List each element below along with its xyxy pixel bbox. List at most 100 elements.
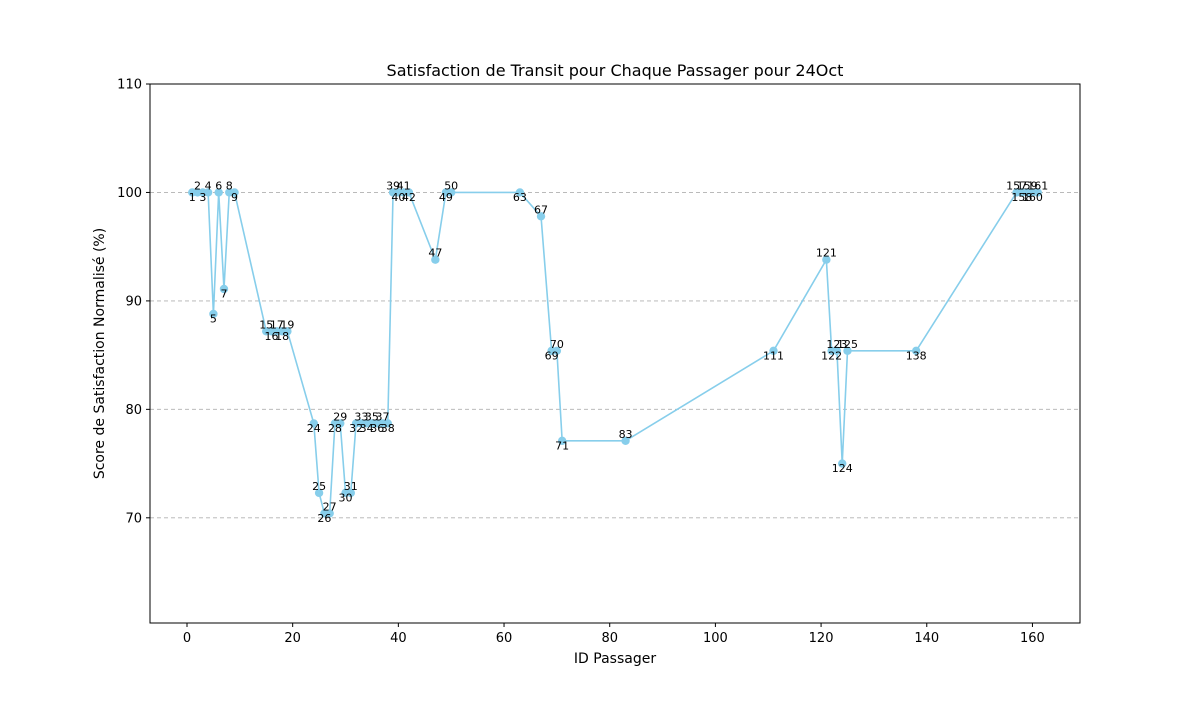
series-satisfaction bbox=[188, 188, 1042, 518]
data-point bbox=[214, 188, 223, 197]
data-point bbox=[843, 346, 852, 355]
point-label: 2 bbox=[194, 179, 201, 192]
y-tick-label: 70 bbox=[125, 511, 142, 526]
point-label: 3 bbox=[199, 191, 206, 204]
point-label: 32 bbox=[349, 422, 363, 435]
point-label: 71 bbox=[555, 439, 569, 452]
data-point bbox=[431, 255, 440, 264]
data-point bbox=[325, 509, 334, 518]
axis-ticks: 70 80 90 100 110 0 20 40 60 80 100 120 140 160 bbox=[117, 78, 1045, 647]
data-point bbox=[1033, 188, 1042, 197]
y-axis-label: Score de Satisfaction Normalisé (%) bbox=[92, 228, 108, 479]
point-label: 27 bbox=[323, 500, 337, 513]
point-label: 24 bbox=[307, 422, 321, 435]
data-point bbox=[621, 436, 630, 446]
point-label: 6 bbox=[215, 179, 222, 192]
point-label: 5 bbox=[210, 312, 217, 325]
data-point bbox=[552, 346, 562, 355]
point-label: 138 bbox=[906, 349, 927, 362]
point-label: 111 bbox=[763, 349, 784, 362]
point-label: 36 bbox=[370, 422, 384, 435]
x-tick-label: 160 bbox=[1020, 631, 1045, 646]
point-label: 37 bbox=[376, 410, 390, 423]
point-label: 4 bbox=[205, 179, 212, 192]
point-label: 29 bbox=[333, 410, 347, 423]
point-label: 70 bbox=[550, 338, 564, 351]
data-point bbox=[515, 188, 525, 197]
point-label: 8 bbox=[226, 179, 233, 192]
point-label: 121 bbox=[816, 247, 837, 260]
y-tick-label: 80 bbox=[125, 403, 142, 418]
chart-title: Satisfaction de Transit pour Chaque Pass… bbox=[387, 61, 844, 80]
data-point bbox=[536, 212, 546, 221]
data-point bbox=[219, 284, 229, 294]
data-point bbox=[346, 488, 355, 498]
point-label: 18 bbox=[275, 330, 289, 343]
point-label: 122 bbox=[821, 349, 842, 362]
point-label: 159 bbox=[1017, 179, 1038, 192]
point-label: 161 bbox=[1027, 179, 1048, 192]
point-label: 33 bbox=[354, 410, 368, 423]
data-point bbox=[336, 419, 345, 428]
point-label: 83 bbox=[619, 428, 633, 441]
point-label: 31 bbox=[344, 480, 358, 493]
data-point bbox=[557, 436, 567, 446]
data-point bbox=[822, 255, 831, 264]
data-point bbox=[314, 488, 324, 498]
data-point bbox=[203, 188, 213, 197]
plot-area-frame bbox=[149, 83, 1081, 624]
data-point bbox=[230, 188, 239, 197]
x-axis-label: ID Passager bbox=[574, 651, 656, 667]
x-tick-label: 40 bbox=[390, 631, 407, 646]
point-label: 41 bbox=[397, 179, 411, 192]
x-tick-label: 140 bbox=[914, 631, 939, 646]
data-point bbox=[911, 346, 921, 355]
point-label: 15 bbox=[259, 318, 273, 331]
point-label: 26 bbox=[317, 512, 331, 525]
point-label: 39 bbox=[386, 179, 400, 192]
point-label: 67 bbox=[534, 203, 548, 216]
point-labels: 1234567891516171819242526272829303132333… bbox=[189, 179, 1048, 525]
point-label: 125 bbox=[837, 338, 858, 351]
point-label: 158 bbox=[1011, 191, 1032, 204]
x-tick-label: 20 bbox=[284, 631, 301, 646]
point-label: 50 bbox=[444, 179, 458, 192]
data-point bbox=[309, 419, 319, 428]
grid-lines bbox=[150, 192, 1080, 519]
data-point bbox=[838, 459, 847, 468]
point-label: 123 bbox=[826, 338, 847, 351]
point-label: 7 bbox=[220, 287, 227, 300]
data-point bbox=[383, 419, 392, 428]
data-point bbox=[404, 188, 414, 197]
x-tick-label: 100 bbox=[703, 631, 728, 646]
point-label: 160 bbox=[1022, 191, 1043, 204]
data-point bbox=[769, 346, 778, 355]
data-point bbox=[209, 309, 218, 319]
x-tick-label: 120 bbox=[809, 631, 834, 646]
point-label: 34 bbox=[360, 422, 374, 435]
point-label: 1 bbox=[189, 191, 196, 204]
point-label: 157 bbox=[1006, 179, 1027, 192]
point-label: 42 bbox=[402, 191, 416, 204]
y-tick-label: 110 bbox=[117, 78, 142, 93]
point-label: 28 bbox=[328, 422, 342, 435]
point-label: 47 bbox=[428, 247, 442, 260]
y-tick-label: 90 bbox=[125, 294, 142, 309]
x-tick-label: 0 bbox=[183, 631, 191, 646]
point-label: 124 bbox=[832, 462, 853, 475]
point-label: 16 bbox=[265, 330, 279, 343]
y-tick-label: 100 bbox=[117, 186, 142, 201]
data-point bbox=[283, 327, 292, 336]
point-label: 30 bbox=[339, 491, 353, 504]
point-label: 38 bbox=[381, 422, 395, 435]
x-tick-label: 80 bbox=[601, 631, 618, 646]
point-label: 17 bbox=[270, 318, 284, 331]
data-point bbox=[832, 346, 842, 355]
point-label: 49 bbox=[439, 191, 453, 204]
point-label: 63 bbox=[513, 191, 527, 204]
x-tick-label: 60 bbox=[496, 631, 513, 646]
point-label: 19 bbox=[280, 318, 294, 331]
point-label: 35 bbox=[365, 410, 379, 423]
